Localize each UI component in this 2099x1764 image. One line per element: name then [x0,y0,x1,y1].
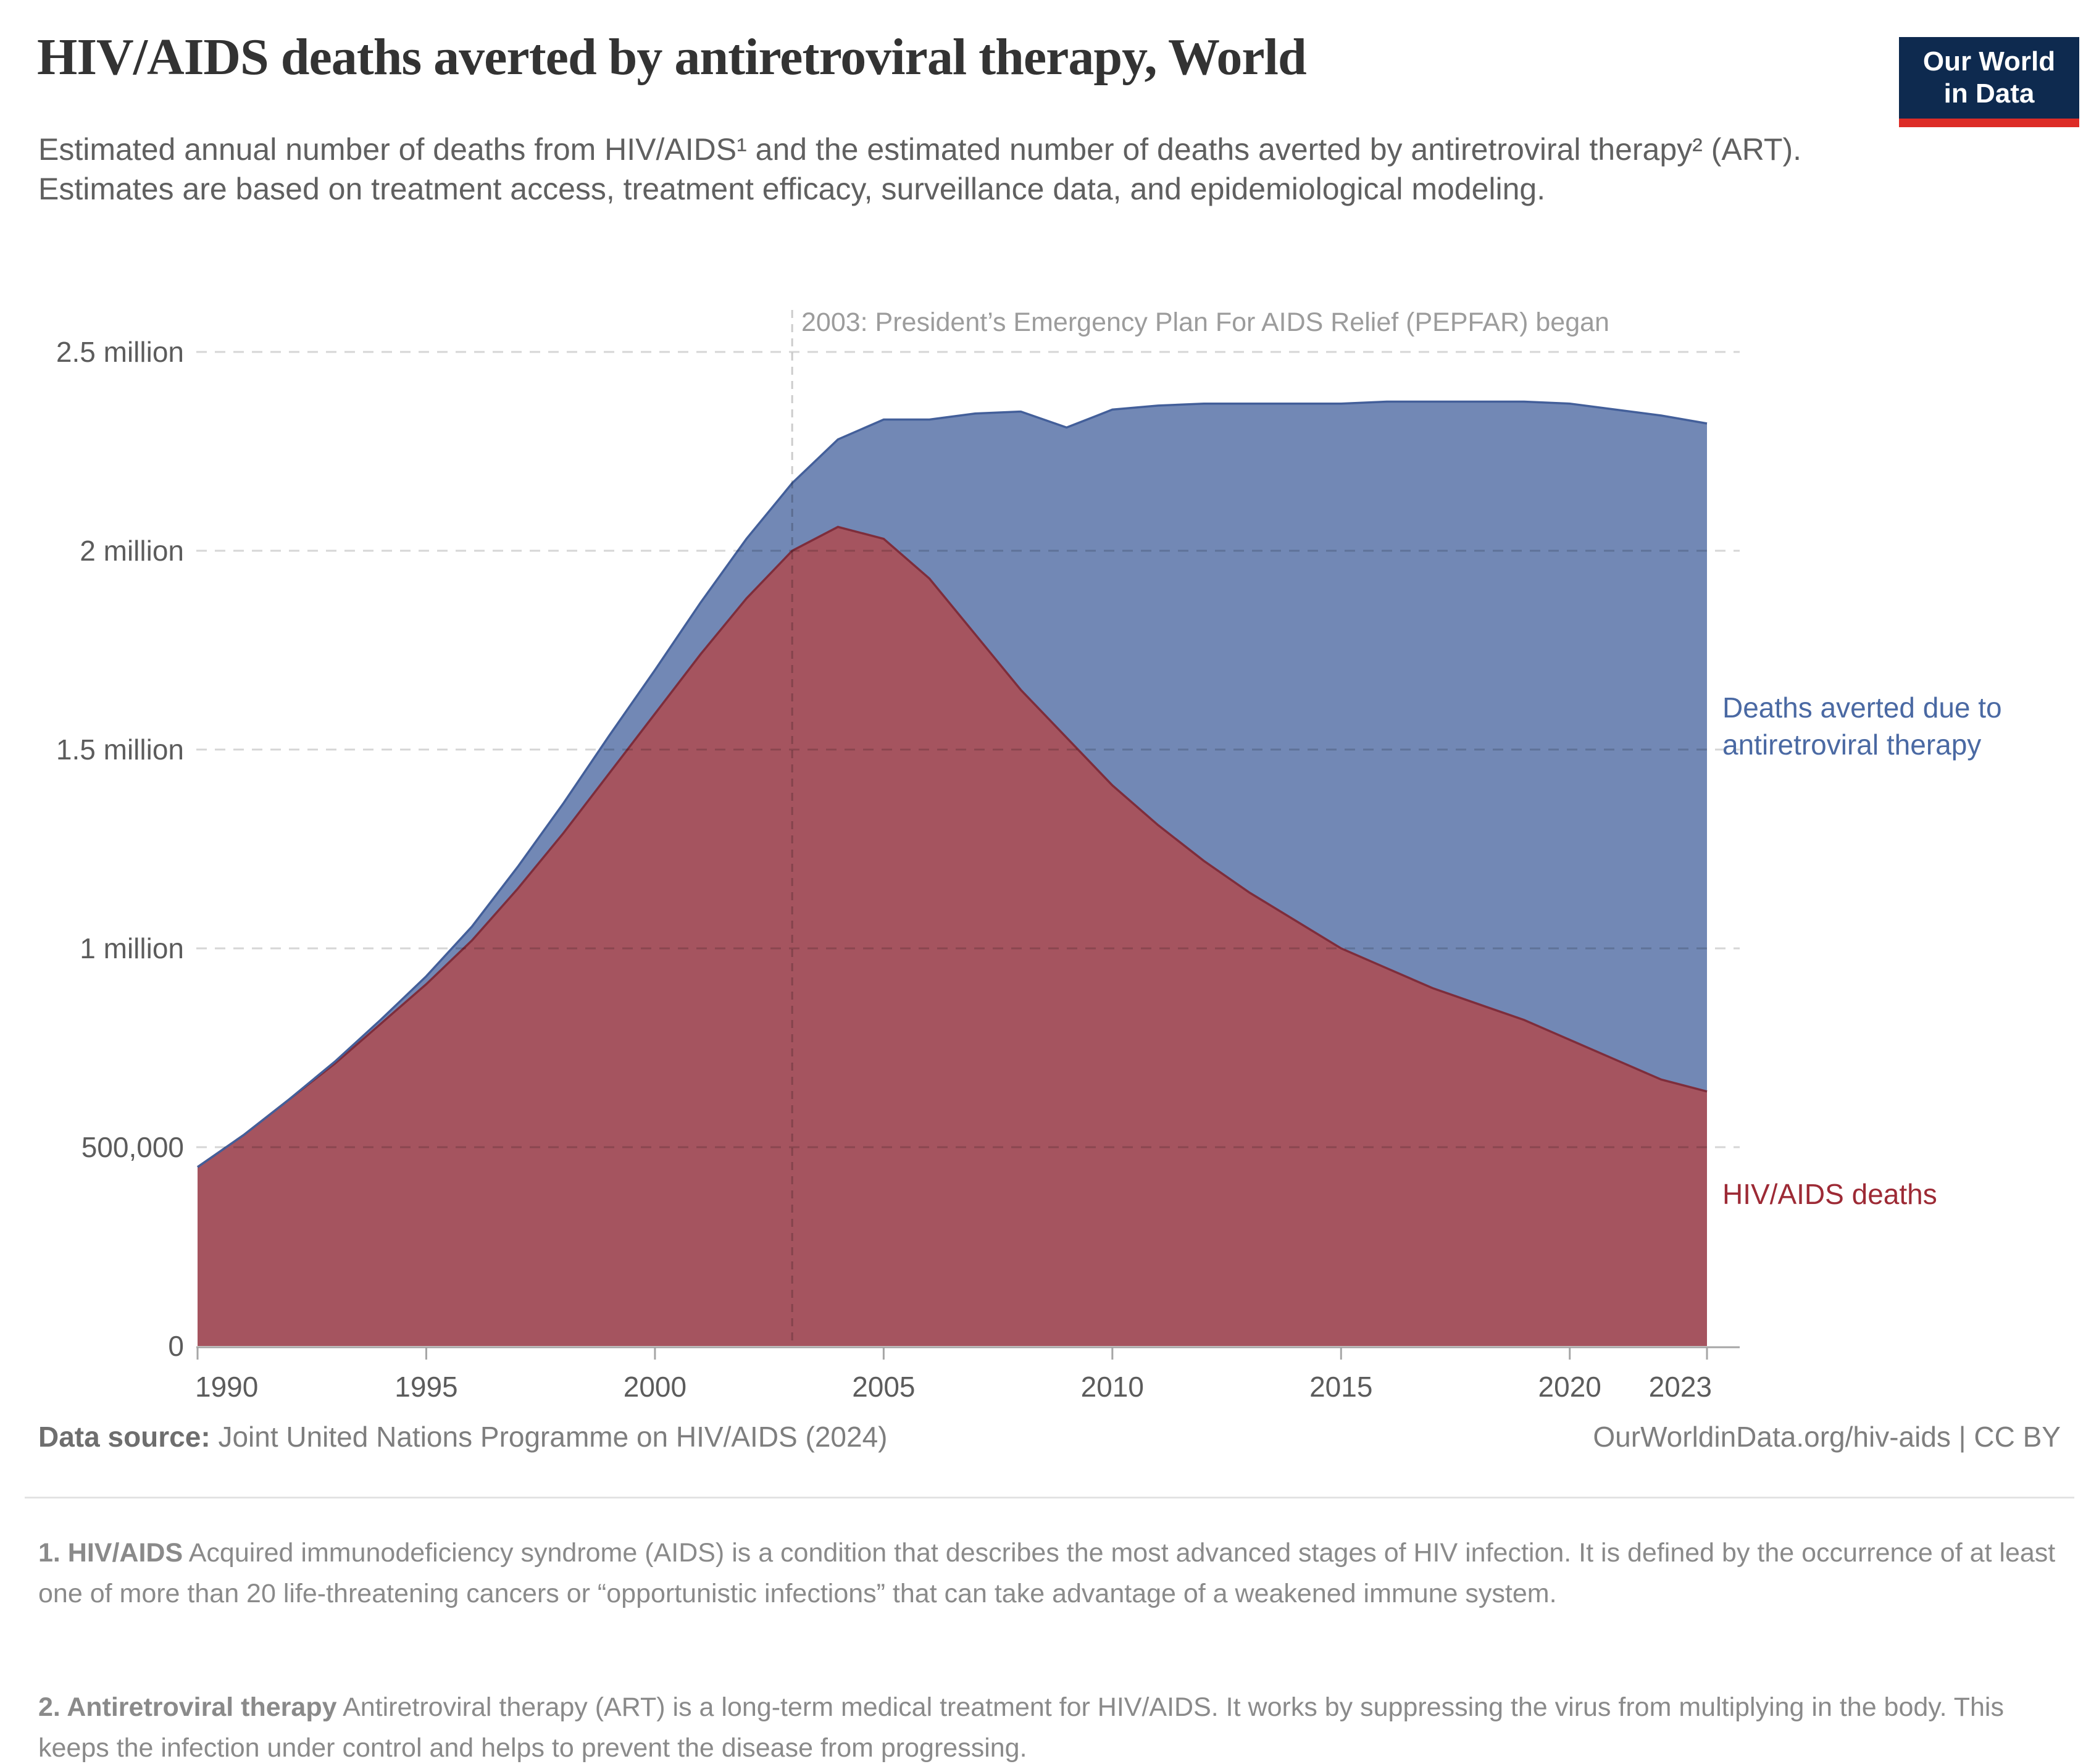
footnote-1-text: Acquired immunodeficiency syndrome (AIDS… [38,1538,2056,1608]
y-axis-label-500: 500,000 [81,1131,184,1163]
x-axis-label-2000: 2000 [624,1371,686,1403]
owid-logo-line1: Our World [1922,46,2056,77]
legend-hiv-deaths: HIV/AIDS deaths [1722,1178,1937,1210]
owid-link[interactable]: OurWorldinData.org/hiv-aids | CC BY [1593,1421,2061,1453]
averted-total-line [197,400,1708,1168]
x-axis-label-2010: 2010 [1081,1371,1144,1403]
x-axis-label-2023: 2023 [1649,1371,1712,1403]
y-axis-label-1000: 1 million [80,932,184,964]
chart-footer: Data source: Joint United Nations Progra… [38,1420,2061,1453]
x-axis-label-1990: 1990 [195,1371,258,1403]
footer-divider [25,1497,2074,1499]
data-source-label: Data source: [38,1421,211,1453]
data-source-value: Joint United Nations Programme on HIV/AI… [218,1421,888,1453]
footnote-2-text: Antiretroviral therapy (ART) is a long-t… [38,1692,2004,1763]
footnote-hiv-aids: 1. HIV/AIDS Acquired immunodeficiency sy… [38,1532,2057,1614]
chart-subtitle: Estimated annual number of deaths from H… [38,132,1802,206]
owid-logo-line2: in Data [1943,78,2035,109]
x-axis-label-2005: 2005 [852,1371,915,1403]
legend-deaths-averted: Deaths averted due to antiretroviral the… [1722,692,2002,761]
footnote-art: 2. Antiretroviral therapy Antiretroviral… [38,1687,2057,1764]
hiv-deaths-area[interactable] [198,527,1707,1346]
y-axis-label-2000: 2 million [80,535,184,567]
footnote-2-lead: 2. Antiretroviral therapy [38,1692,337,1722]
footnote-1-lead: 1. HIV/AIDS [38,1538,183,1568]
y-axis-label-1500: 1.5 million [56,734,184,766]
pepfar-annotation: 2003: President’s Emergency Plan For AID… [801,307,1609,337]
page-title: HIV/AIDS deaths averted by antiretrovira… [37,28,1307,86]
data-source: Data source: Joint United Nations Progra… [38,1420,887,1453]
x-axis-label-2020: 2020 [1538,1371,1601,1403]
deaths-averted-area[interactable] [198,401,1707,1168]
hiv-deaths-line [197,525,1708,1168]
x-axis-label-2015: 2015 [1309,1371,1372,1403]
y-axis-label-2500: 2.5 million [56,336,184,368]
owid-logo[interactable]: Our World in Data [1899,37,2079,127]
y-axis-label-0: 0 [168,1330,184,1362]
x-axis-label-1995: 1995 [394,1371,457,1403]
